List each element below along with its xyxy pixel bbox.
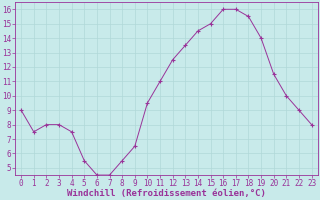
X-axis label: Windchill (Refroidissement éolien,°C): Windchill (Refroidissement éolien,°C)	[67, 189, 266, 198]
